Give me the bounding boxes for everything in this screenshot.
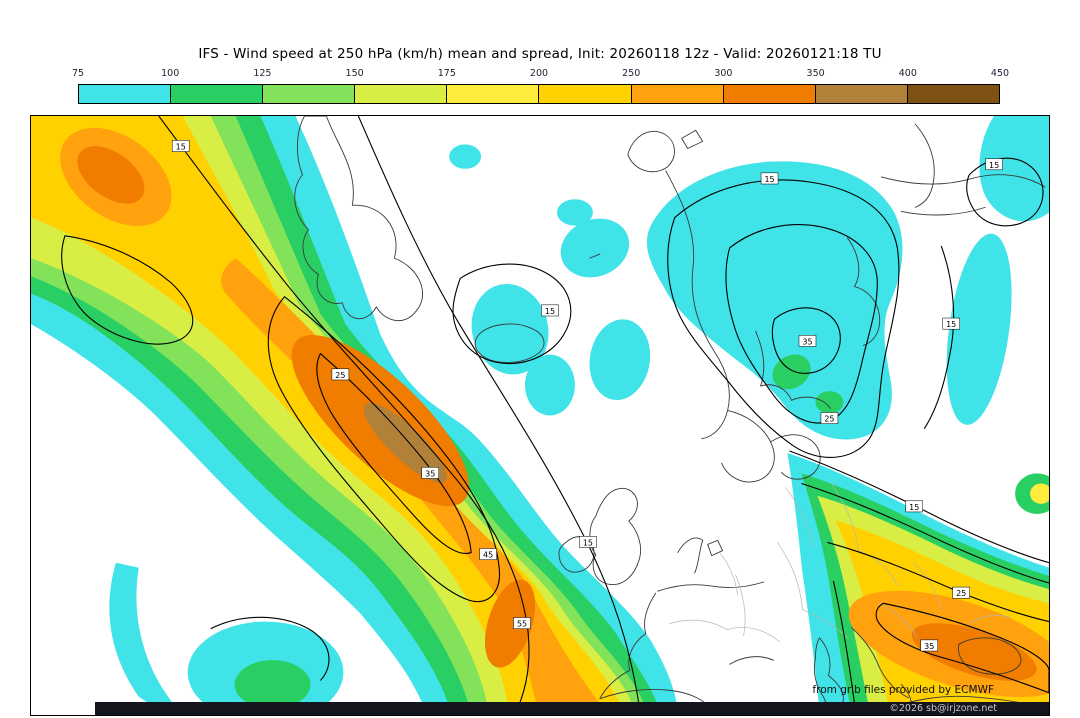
contour-label-value: 15 [909,503,919,512]
contour-label-box [798,335,817,347]
contour-label-box [171,140,190,152]
contour-label-value: 25 [956,589,966,598]
contour-label-value: 35 [425,469,435,478]
contour-label-value: 15 [946,320,956,329]
country-border-layer [669,483,1012,643]
colorbar-tick-label: 100 [161,68,180,79]
colorbar-tick-label: 300 [714,68,733,79]
contour-label-value: 35 [924,642,934,651]
spread-contour-layer [61,116,1049,711]
contour-label-box [479,548,497,560]
contour-labels: 15 25 35 45 55 15 15 15 25 35 15 25 35 15 15 [171,140,1003,652]
colorbar-tick-label: 400 [898,68,917,79]
coastline-layer [294,116,1049,711]
contour-label-box [942,317,960,330]
contour-label-value: 15 [583,538,593,547]
contour-label-value: 15 [176,142,186,151]
wind-speed-map: 15 25 35 45 55 15 15 15 25 35 15 25 35 15 15 [31,116,1049,715]
chart-title: IFS - Wind speed at 250 hPa (km/h) mean … [198,46,882,62]
contour-label-box [952,586,970,599]
contour-label-box [905,500,923,513]
colorbar-segment-200-250 [539,85,632,103]
colorbar-segment-100-125 [171,85,264,103]
copyright-bar: ©2026 sb@irjzone.net [95,702,1049,715]
colorbar-segment-350-400 [815,85,908,103]
colorbar-ticks: 75 100 125 150 175 200 250 300 350 400 450 [72,68,1009,81]
contour-label-box [579,536,597,548]
contour-label-value: 25 [824,415,834,424]
contour-label-value: 35 [802,337,812,346]
contour-label-box [985,158,1003,171]
contour-label-value: 15 [989,161,999,170]
contour-label-value: 25 [335,371,345,380]
colorbar-tick-label: 350 [806,68,825,79]
contour-label-box [513,617,531,629]
contour-label-box [760,172,779,185]
colorbar-tick-label: 125 [253,68,272,79]
attribution-text: from grib files provided by ECMWF [812,684,994,696]
colorbar-segment-150-175 [355,85,448,103]
colorbar-segment-125-150 [263,85,356,103]
colorbar-tick-label: 175 [437,68,456,79]
colorbar-legend [78,84,1000,104]
colorbar-segment-175-200 [447,85,540,103]
contour-label-value: 15 [764,175,774,184]
contour-label-box [421,467,439,479]
contour-label-box [541,304,559,317]
contour-label-box [820,412,839,424]
wind-speed-fill-layer [31,116,1049,715]
colorbar-tick-label: 450 [990,68,1010,79]
map-canvas: 15 25 35 45 55 15 15 15 25 35 15 25 35 15 15 from grib… [30,115,1050,716]
contour-label-value: 15 [545,307,555,316]
colorbar-segment-250-300 [631,85,724,103]
contour-label-box [331,368,350,381]
colorbar-tick-label: 200 [529,68,549,79]
contour-label-value: 45 [483,551,493,560]
colorbar-tick-label: 75 [71,68,85,79]
colorbar-segment-400-450 [907,85,999,103]
contour-label-box [920,639,938,652]
copyright-text: ©2026 sb@irjzone.net [889,703,997,714]
colorbar-segment-75-100 [79,85,172,103]
colorbar-tick-label: 150 [345,68,364,79]
colorbar-segment-300-350 [723,85,816,103]
colorbar-tick-label: 250 [622,68,641,79]
contour-label-value: 55 [517,620,527,629]
